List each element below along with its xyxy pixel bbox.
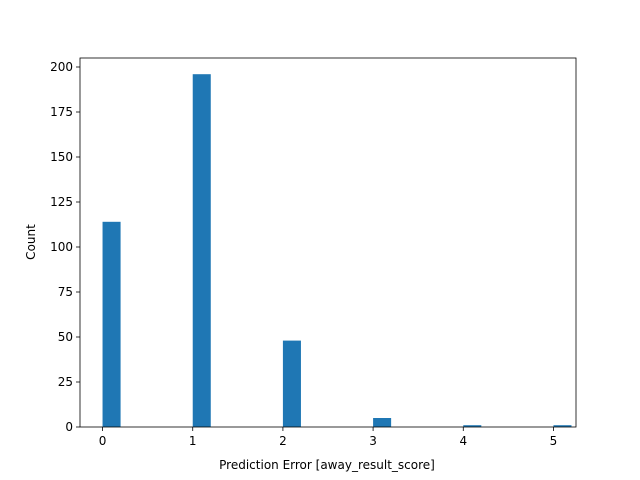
x-tick-label: 4 xyxy=(459,434,467,448)
histogram-bar-3 xyxy=(373,418,392,427)
histogram-bar-1 xyxy=(192,74,211,427)
y-tick-label: 125 xyxy=(50,195,73,209)
x-tick-label: 1 xyxy=(189,434,197,448)
y-tick-label: 200 xyxy=(50,60,73,74)
x-axis-label: Prediction Error [away_result_score] xyxy=(219,458,435,472)
x-tick-label: 3 xyxy=(369,434,377,448)
x-tick-label: 2 xyxy=(279,434,287,448)
histogram-bar-4 xyxy=(463,425,482,427)
y-tick-label: 100 xyxy=(50,240,73,254)
y-axis-label: Count xyxy=(24,224,38,260)
y-tick-label: 150 xyxy=(50,150,73,164)
x-tick-label: 0 xyxy=(99,434,107,448)
y-tick-label: 0 xyxy=(65,420,73,434)
y-tick-label: 25 xyxy=(58,375,73,389)
y-tick-label: 75 xyxy=(58,285,73,299)
histogram-bar-5 xyxy=(553,425,572,427)
y-tick-label: 175 xyxy=(50,105,73,119)
y-tick-label: 50 xyxy=(58,330,73,344)
histogram-bar-0 xyxy=(102,221,121,427)
bars-layer xyxy=(102,74,572,427)
x-tick-label: 5 xyxy=(550,434,558,448)
histogram-bar-2 xyxy=(282,340,301,427)
plot-frame xyxy=(79,57,577,428)
